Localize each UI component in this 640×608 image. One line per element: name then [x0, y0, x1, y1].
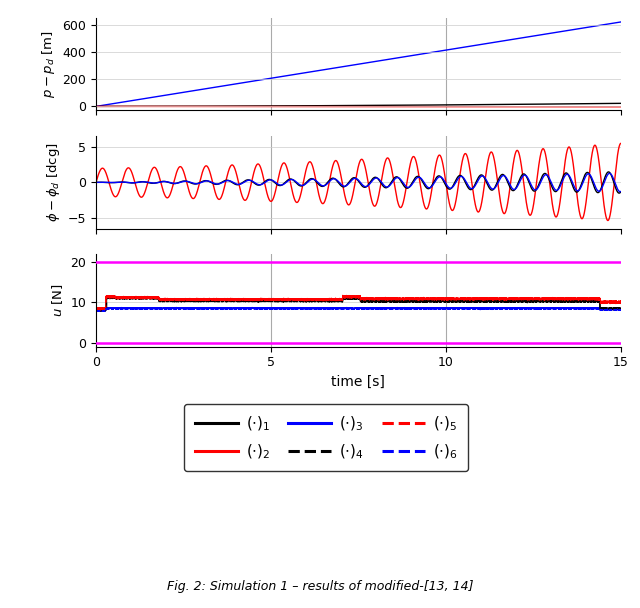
Y-axis label: $\phi - \phi_d$ [dcg]: $\phi - \phi_d$ [dcg]: [45, 143, 62, 222]
Y-axis label: $p - p_d$ [m]: $p - p_d$ [m]: [40, 30, 57, 98]
X-axis label: time [s]: time [s]: [332, 375, 385, 389]
Y-axis label: $u$ [N]: $u$ [N]: [50, 283, 65, 317]
Text: Fig. 2: Simulation 1 – results of modified-[13, 14]: Fig. 2: Simulation 1 – results of modifi…: [167, 580, 473, 593]
Legend: $(\cdot)_1$, $(\cdot)_2$, $(\cdot)_3$, $(\cdot)_4$, $(\cdot)_5$, $(\cdot)_6$: $(\cdot)_1$, $(\cdot)_2$, $(\cdot)_3$, $…: [184, 404, 468, 471]
